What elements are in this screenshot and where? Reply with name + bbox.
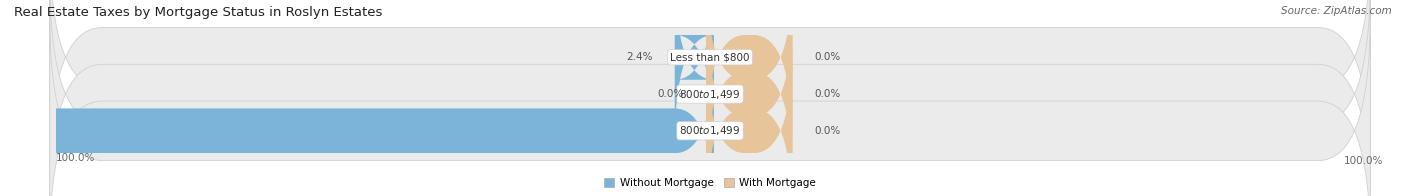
- Text: 0.0%: 0.0%: [814, 52, 841, 62]
- Text: 0.0%: 0.0%: [814, 89, 841, 99]
- Text: Source: ZipAtlas.com: Source: ZipAtlas.com: [1281, 6, 1392, 16]
- Text: 100.0%: 100.0%: [56, 153, 96, 163]
- FancyBboxPatch shape: [675, 0, 714, 145]
- Legend: Without Mortgage, With Mortgage: Without Mortgage, With Mortgage: [600, 174, 820, 192]
- Text: 2.4%: 2.4%: [626, 52, 652, 62]
- FancyBboxPatch shape: [49, 0, 1371, 196]
- Text: Less than $800: Less than $800: [671, 52, 749, 62]
- Text: 0.0%: 0.0%: [814, 126, 841, 136]
- Text: 0.0%: 0.0%: [658, 89, 683, 99]
- FancyBboxPatch shape: [49, 0, 1371, 175]
- FancyBboxPatch shape: [49, 14, 1371, 196]
- Text: Real Estate Taxes by Mortgage Status in Roslyn Estates: Real Estate Taxes by Mortgage Status in …: [14, 6, 382, 19]
- FancyBboxPatch shape: [706, 0, 793, 145]
- FancyBboxPatch shape: [0, 43, 714, 196]
- Text: $800 to $1,499: $800 to $1,499: [679, 88, 741, 101]
- FancyBboxPatch shape: [706, 6, 793, 182]
- FancyBboxPatch shape: [706, 43, 793, 196]
- Text: $800 to $1,499: $800 to $1,499: [679, 124, 741, 137]
